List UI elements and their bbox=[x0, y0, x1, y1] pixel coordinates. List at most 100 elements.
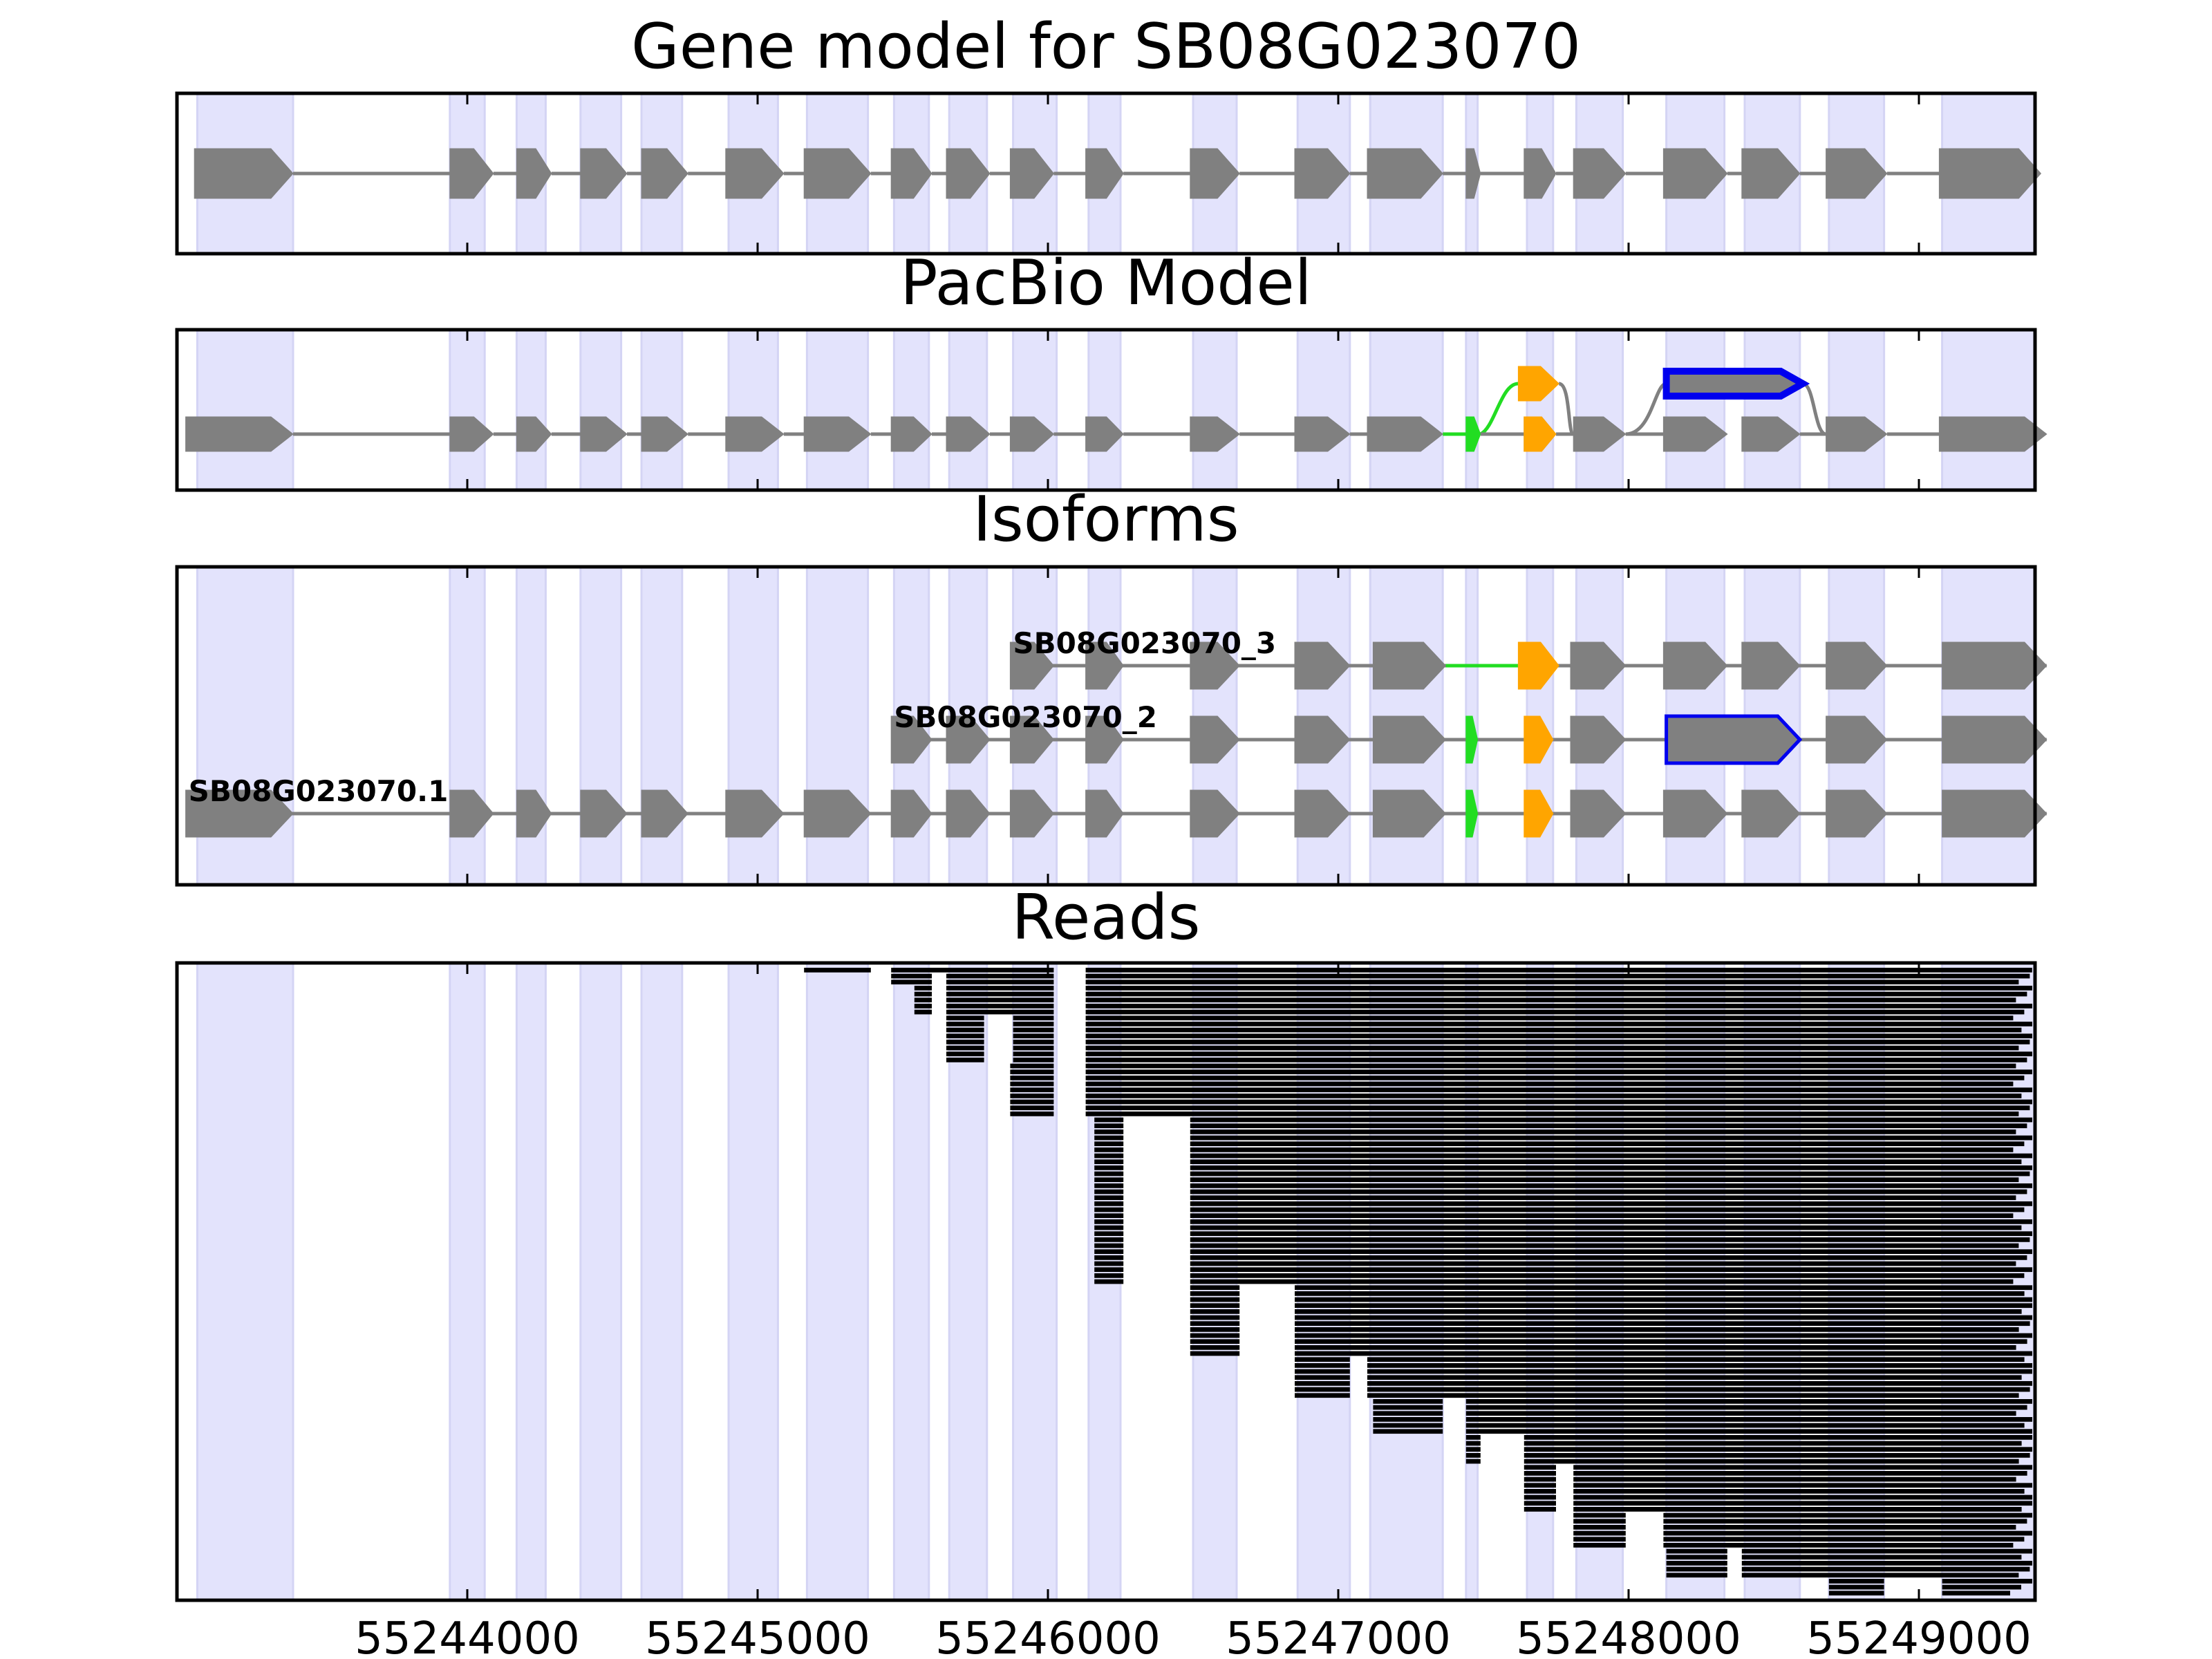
read-block bbox=[1094, 1147, 1124, 1152]
read-block bbox=[1295, 1285, 2032, 1291]
read-block bbox=[1190, 1159, 2022, 1165]
read-block bbox=[1295, 1375, 1350, 1380]
panel-pacbio-model: PacBio Model bbox=[175, 247, 2047, 492]
read-block bbox=[1190, 1153, 2032, 1159]
read-block bbox=[1190, 1249, 2032, 1255]
read-block bbox=[1190, 1297, 1240, 1302]
read-block bbox=[1094, 1249, 1124, 1255]
exon-block bbox=[725, 789, 785, 838]
read-block bbox=[1524, 1471, 1556, 1476]
read-block bbox=[914, 986, 932, 991]
exon-block bbox=[946, 715, 991, 764]
read-block bbox=[1573, 1465, 2032, 1470]
read-block bbox=[1573, 1501, 2032, 1506]
read-block bbox=[1013, 1040, 1054, 1044]
read-block bbox=[1085, 1063, 2016, 1069]
read-block bbox=[1295, 1351, 2032, 1356]
exon-block bbox=[1826, 416, 1888, 452]
read-block bbox=[1295, 1333, 2032, 1338]
exon-block bbox=[1190, 715, 1240, 764]
read-block bbox=[1663, 1519, 2027, 1524]
read-block bbox=[891, 980, 932, 985]
x-tick-label: 55247000 bbox=[1226, 1613, 1451, 1659]
exon-block bbox=[1009, 789, 1055, 838]
exon-highlight-band bbox=[196, 328, 294, 491]
read-block bbox=[1190, 1273, 2025, 1278]
read-block bbox=[1010, 1081, 1054, 1087]
read-block bbox=[1373, 1423, 1443, 1428]
read-block bbox=[1190, 1130, 2016, 1134]
read-block bbox=[1085, 1105, 2030, 1111]
read-block bbox=[1367, 1369, 2032, 1374]
read-block bbox=[1465, 1447, 1481, 1452]
read-block bbox=[1094, 1177, 1124, 1183]
x-tick-label: 55249000 bbox=[1806, 1613, 2032, 1659]
read-block bbox=[1465, 1435, 1481, 1440]
read-block bbox=[1190, 1291, 1240, 1296]
read-block bbox=[1094, 1273, 1124, 1278]
read-block bbox=[1190, 1285, 1240, 1291]
exon-highlight-band bbox=[727, 962, 779, 1602]
read-block bbox=[1367, 1381, 2032, 1386]
alt-exon-orange bbox=[1524, 416, 1557, 452]
exon-block bbox=[1938, 416, 2047, 452]
read-block bbox=[1524, 1441, 2022, 1446]
exon-block bbox=[803, 416, 872, 452]
read-block bbox=[1524, 1435, 2032, 1440]
read-block bbox=[1094, 1243, 1124, 1248]
read-block bbox=[1085, 1099, 2032, 1105]
exon-highlight-band bbox=[579, 962, 623, 1602]
x-tick-label: 55245000 bbox=[645, 1613, 870, 1659]
exon-block bbox=[1570, 789, 1627, 838]
read-block bbox=[1094, 1159, 1124, 1165]
read-block bbox=[1524, 1465, 1556, 1470]
read-block bbox=[946, 991, 1054, 997]
read-block bbox=[1085, 1004, 2032, 1009]
read-block bbox=[1663, 1512, 2032, 1518]
read-block bbox=[1013, 1058, 1054, 1062]
read-block bbox=[1085, 1015, 2014, 1021]
exon-block bbox=[1741, 641, 1801, 690]
exon-block bbox=[1294, 148, 1351, 199]
read-block bbox=[1085, 1058, 2027, 1062]
panel-title-gene-model: Gene model for SB08G023070 bbox=[631, 10, 1581, 83]
exon-block bbox=[1826, 789, 1888, 838]
read-block bbox=[1085, 1033, 2032, 1039]
exon-block bbox=[1085, 641, 1124, 690]
alt-exon-green bbox=[1465, 416, 1481, 452]
exon-block bbox=[1372, 641, 1447, 690]
exon-block bbox=[1942, 641, 2047, 690]
exon-block bbox=[1190, 148, 1240, 199]
read-block bbox=[946, 1009, 1054, 1015]
read-block bbox=[1666, 1555, 1727, 1560]
read-block bbox=[1524, 1459, 2019, 1464]
read-block bbox=[1367, 1393, 2019, 1398]
read-block bbox=[1295, 1309, 2022, 1314]
panel-frame-reads bbox=[175, 961, 2037, 1602]
panel-title-isoforms: Isoforms bbox=[973, 483, 1239, 556]
exon-block bbox=[1372, 789, 1447, 838]
read-block bbox=[1013, 1045, 1054, 1051]
read-block bbox=[1295, 1303, 2032, 1309]
exon-highlight-band bbox=[1465, 328, 1479, 491]
read-block bbox=[1373, 1405, 1443, 1410]
read-block bbox=[1666, 1548, 1727, 1554]
read-block bbox=[1741, 1566, 2030, 1572]
read-block bbox=[1828, 1591, 1884, 1596]
exon-block bbox=[1570, 715, 1627, 764]
exon-highlight-band bbox=[948, 962, 988, 1602]
exon-block bbox=[890, 789, 932, 838]
exon-block bbox=[1570, 641, 1627, 690]
exon-block bbox=[185, 789, 294, 838]
read-block bbox=[946, 973, 1054, 979]
x-tick-label: 55244000 bbox=[355, 1613, 580, 1659]
exon-block bbox=[1085, 715, 1124, 764]
alt-exon-green bbox=[1465, 715, 1479, 764]
exon-block bbox=[1573, 416, 1627, 452]
read-block bbox=[1465, 1441, 1481, 1446]
exon-highlight-band bbox=[892, 328, 930, 491]
read-block bbox=[1465, 1429, 2032, 1434]
read-block bbox=[1094, 1201, 1124, 1206]
read-block bbox=[1094, 1279, 1124, 1284]
